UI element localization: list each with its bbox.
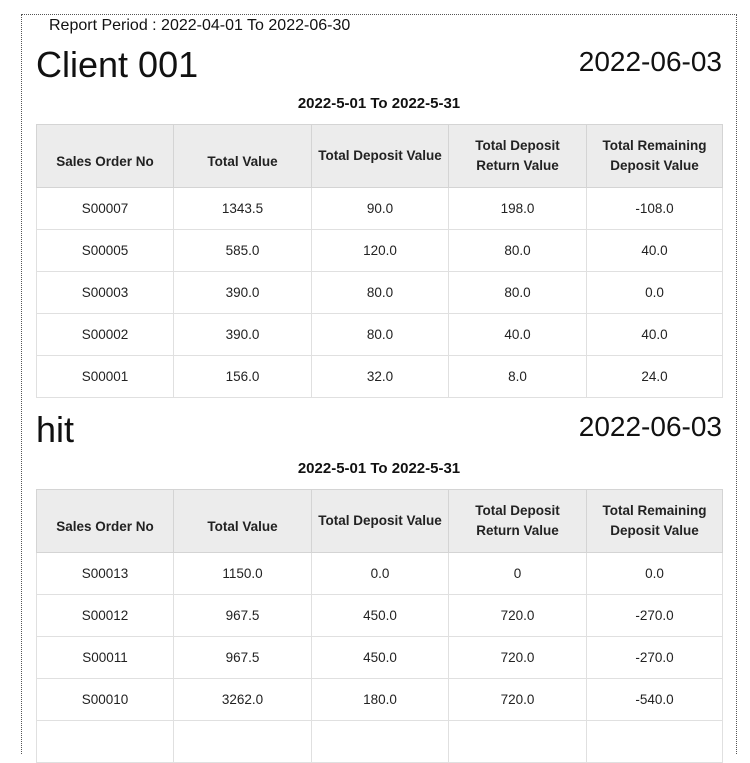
total-deposit-value: 0.0 — [311, 552, 449, 595]
report-period-label: Report Period : 2022-04-01 To 2022-06-30 — [49, 17, 351, 34]
sales-order-no: S00013 — [36, 552, 174, 595]
total-remaining-deposit-value: 0.0 — [586, 271, 723, 314]
total-deposit-value: 80.0 — [311, 313, 449, 356]
column-header: Total Remaining Deposit Value — [586, 124, 723, 188]
total-value: 3262.0 — [173, 678, 312, 721]
total-remaining-deposit-value: 40.0 — [586, 229, 723, 272]
total-value: 967.5 — [173, 594, 312, 637]
total-value: 967.5 — [173, 636, 312, 679]
table-row: S00012 967.5 450.0 720.0 -270.0 — [36, 594, 723, 637]
total-deposit-value: 80.0 — [311, 271, 449, 314]
total-deposit-value: 90.0 — [311, 187, 449, 230]
column-header: Total Value — [173, 489, 312, 553]
total-deposit-value: 450.0 — [311, 594, 449, 637]
table-header-row: Sales Order No Total Value Total Deposit… — [36, 124, 723, 188]
sales-order-no: S00003 — [36, 271, 174, 314]
column-header: Sales Order No — [36, 124, 174, 188]
total-deposit-return-value: 80.0 — [448, 271, 587, 314]
total-deposit-value: 450.0 — [311, 636, 449, 679]
period-heading: 2022-5-01 To 2022-5-31 — [297, 460, 461, 477]
client-name: Client 001 — [36, 44, 199, 85]
total-remaining-deposit-value: -540.0 — [586, 678, 723, 721]
table-cell-empty — [36, 720, 174, 763]
table-row: S00010 3262.0 180.0 720.0 -540.0 — [36, 678, 723, 721]
total-deposit-value: 120.0 — [311, 229, 449, 272]
table-row: S00003 390.0 80.0 80.0 0.0 — [36, 271, 723, 314]
orders-table: Sales Order No Total Value Total Deposit… — [36, 489, 723, 763]
table-header-row: Sales Order No Total Value Total Deposit… — [36, 489, 723, 553]
sales-order-no: S00010 — [36, 678, 174, 721]
client-date: 2022-06-03 — [578, 411, 722, 442]
total-remaining-deposit-value: 0.0 — [586, 552, 723, 595]
total-value: 156.0 — [173, 355, 312, 398]
total-deposit-return-value: 8.0 — [448, 355, 587, 398]
table-row: S00002 390.0 80.0 40.0 40.0 — [36, 313, 723, 356]
total-value: 1150.0 — [173, 552, 312, 595]
total-deposit-value: 32.0 — [311, 355, 449, 398]
total-deposit-return-value: 720.0 — [448, 678, 587, 721]
total-deposit-return-value: 80.0 — [448, 229, 587, 272]
total-deposit-value: 180.0 — [311, 678, 449, 721]
column-header: Total Value — [173, 124, 312, 188]
client-name: hit — [36, 409, 75, 450]
total-value: 585.0 — [173, 229, 312, 272]
column-header: Total Deposit Value — [311, 124, 449, 188]
report-page — [21, 14, 737, 754]
total-value: 1343.5 — [173, 187, 312, 230]
column-header: Total Remaining Deposit Value — [586, 489, 723, 553]
table-row — [36, 720, 723, 763]
column-header: Sales Order No — [36, 489, 174, 553]
column-header: Total Deposit Return Value — [448, 124, 587, 188]
orders-table: Sales Order No Total Value Total Deposit… — [36, 124, 723, 398]
sales-order-no: S00001 — [36, 355, 174, 398]
table-cell-empty — [173, 720, 312, 763]
table-row: S00007 1343.5 90.0 198.0 -108.0 — [36, 187, 723, 230]
sales-order-no: S00007 — [36, 187, 174, 230]
sales-order-no: S00002 — [36, 313, 174, 356]
table-row: S00001 156.0 32.0 8.0 24.0 — [36, 355, 723, 398]
total-remaining-deposit-value: -108.0 — [586, 187, 723, 230]
total-deposit-return-value: 198.0 — [448, 187, 587, 230]
table-row: S00005 585.0 120.0 80.0 40.0 — [36, 229, 723, 272]
sales-order-no: S00005 — [36, 229, 174, 272]
total-deposit-return-value: 720.0 — [448, 636, 587, 679]
table-cell-empty — [448, 720, 587, 763]
total-deposit-return-value: 720.0 — [448, 594, 587, 637]
total-remaining-deposit-value: 24.0 — [586, 355, 723, 398]
column-header: Total Deposit Return Value — [448, 489, 587, 553]
table-row: S00013 1150.0 0.0 0 0.0 — [36, 552, 723, 595]
total-value: 390.0 — [173, 313, 312, 356]
total-deposit-return-value: 40.0 — [448, 313, 587, 356]
sales-order-no: S00011 — [36, 636, 174, 679]
sales-order-no: S00012 — [36, 594, 174, 637]
total-remaining-deposit-value: -270.0 — [586, 594, 723, 637]
total-remaining-deposit-value: 40.0 — [586, 313, 723, 356]
total-remaining-deposit-value: -270.0 — [586, 636, 723, 679]
period-heading: 2022-5-01 To 2022-5-31 — [297, 95, 461, 112]
column-header: Total Deposit Value — [311, 489, 449, 553]
client-date: 2022-06-03 — [578, 46, 722, 77]
table-cell-empty — [586, 720, 723, 763]
table-row: S00011 967.5 450.0 720.0 -270.0 — [36, 636, 723, 679]
total-value: 390.0 — [173, 271, 312, 314]
table-cell-empty — [311, 720, 449, 763]
total-deposit-return-value: 0 — [448, 552, 587, 595]
